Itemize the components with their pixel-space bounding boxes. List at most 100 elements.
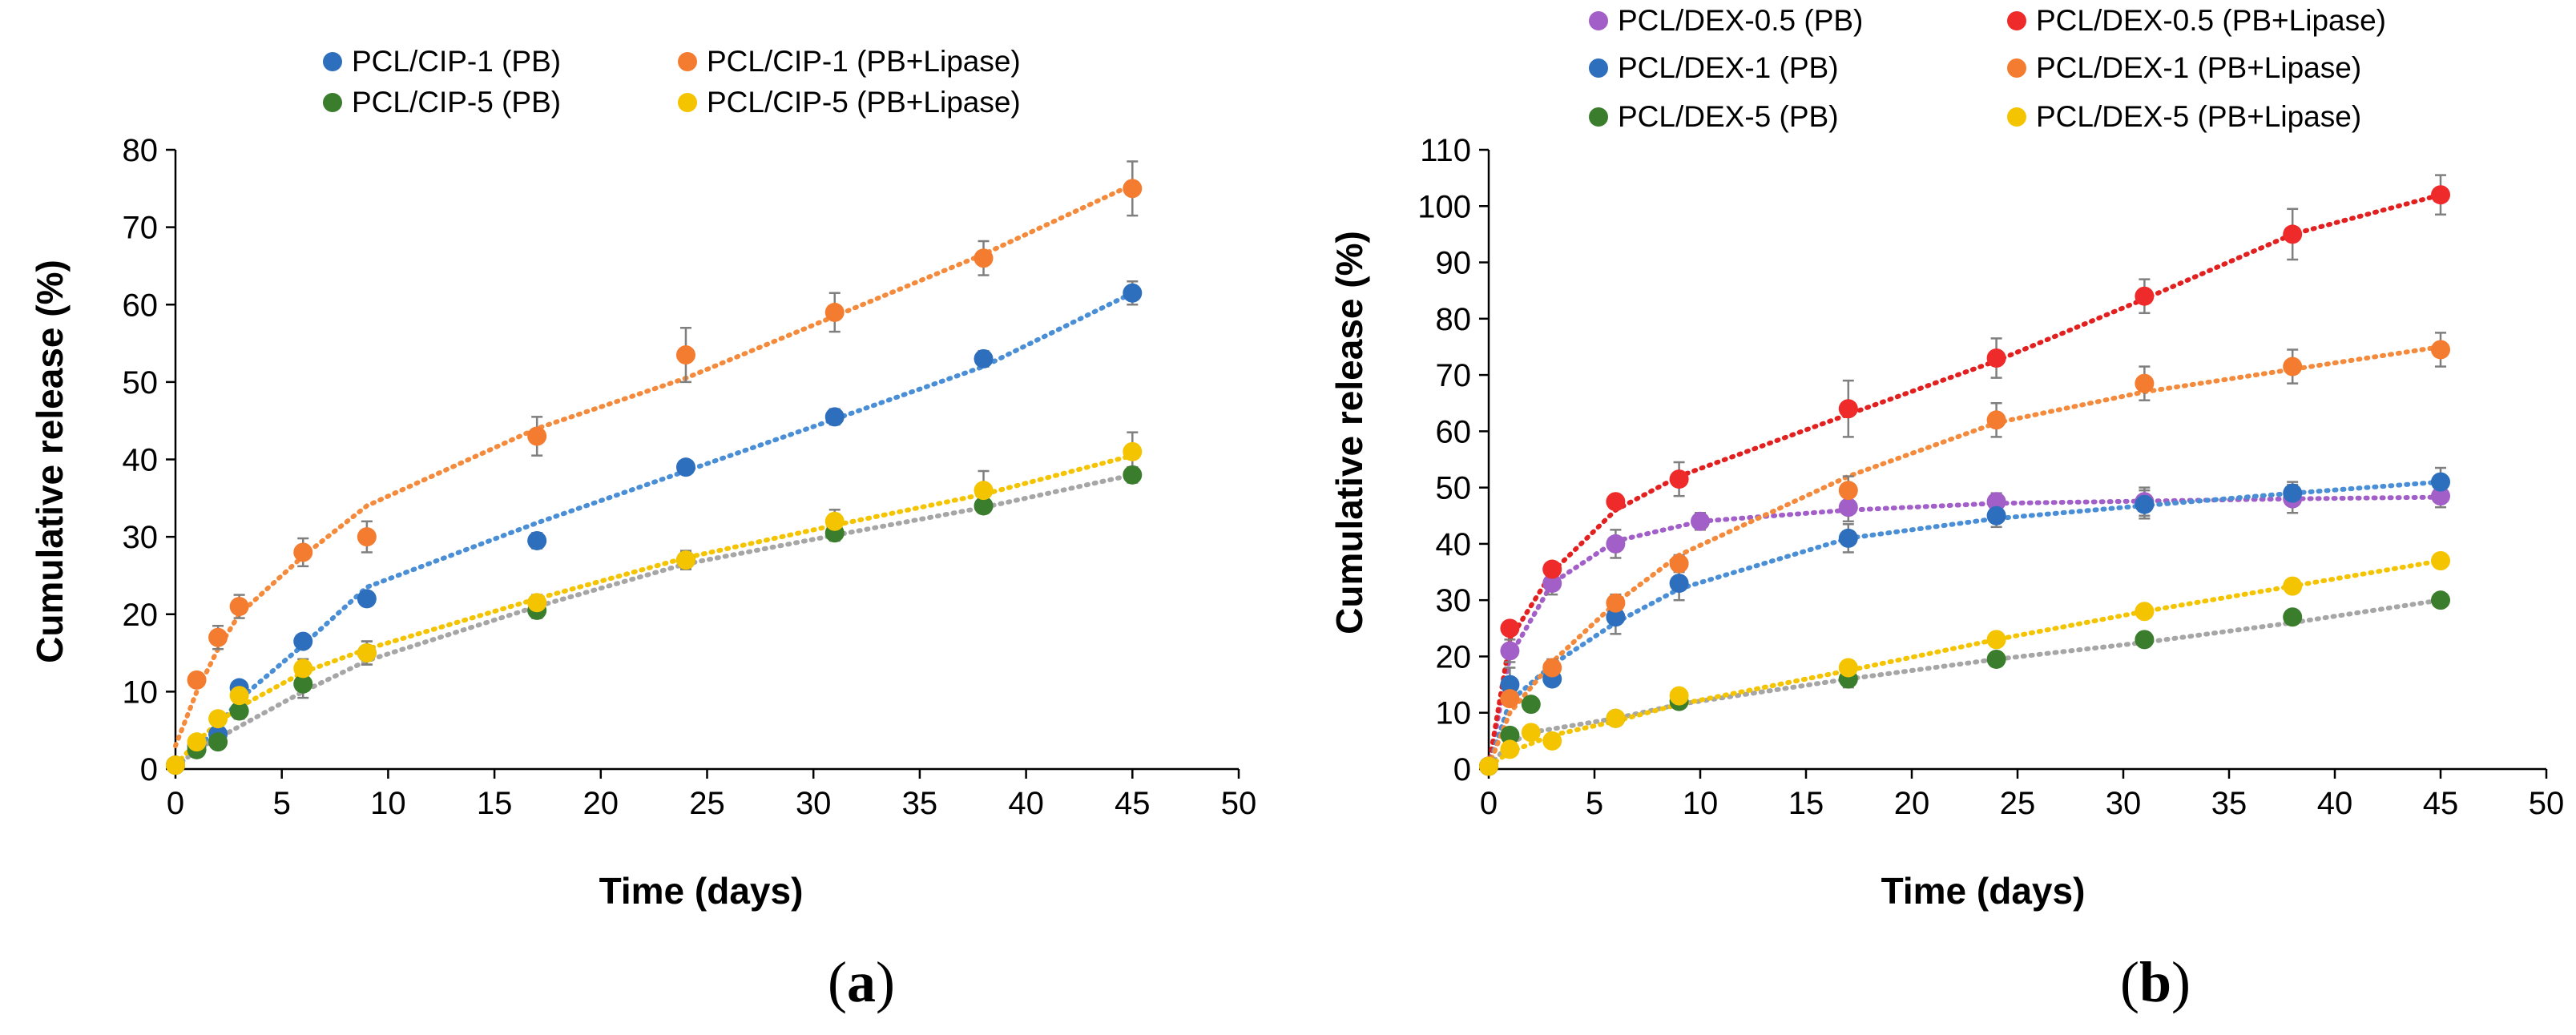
x-tick-label: 45 <box>2423 786 2459 821</box>
legend-label: PCL/CIP-5 (PB+Lipase) <box>707 86 1021 119</box>
data-point-b-0 <box>1691 511 1710 531</box>
y-tick-label: 100 <box>1417 189 1471 224</box>
data-point-b-2 <box>1669 574 1689 594</box>
data-point-b-5 <box>2135 602 2155 622</box>
data-point-b-2 <box>1500 675 1520 695</box>
panel-label-close-b: ) <box>2171 950 2191 1014</box>
legend-item: PCL/DEX-5 (PB+Lipase) <box>2007 100 2361 133</box>
panel-label-b: (b) <box>2120 950 2191 1014</box>
data-point-a-2 <box>229 701 249 721</box>
y-axis-title-b: Cumulative release (%) <box>1328 231 1370 634</box>
x-tick-label: 15 <box>477 786 513 821</box>
data-point-b-1 <box>1500 618 1520 638</box>
data-point-b-5 <box>1542 731 1562 751</box>
x-tick-label: 40 <box>2317 786 2353 821</box>
panel-label-close-a: ) <box>876 950 895 1014</box>
data-point-a-3 <box>675 550 695 570</box>
data-point-b-1 <box>1606 492 1626 512</box>
chart-panel-b: PCL/DEX-0.5 (PB) PCL/DEX-0.5 (PB+Lipase) P… <box>1328 4 2564 1014</box>
data-point-b-1 <box>1669 469 1689 489</box>
data-point-b-4 <box>2135 630 2155 650</box>
legend-marker <box>1589 11 1608 30</box>
legend-label: PCL/DEX-0.5 (PB+Lipase) <box>2036 4 2386 37</box>
data-point-a-1 <box>675 345 695 365</box>
legend-item: PCL/CIP-5 (PB+Lipase) <box>678 86 1021 119</box>
data-point-a-2 <box>974 496 994 516</box>
y-tick-label: 60 <box>123 288 159 323</box>
panel-label-open-a: ( <box>828 950 847 1014</box>
legend-label: PCL/DEX-5 (PB+Lipase) <box>2036 100 2361 133</box>
x-tick-label: 25 <box>689 786 725 821</box>
legend-item: PCL/DEX-1 (PB+Lipase) <box>2007 51 2361 84</box>
y-axis-title-a: Cumulative release (%) <box>29 260 71 663</box>
y-tick-label: 10 <box>123 675 159 710</box>
data-point-a-2 <box>293 674 313 694</box>
y-tick-label: 70 <box>123 211 159 246</box>
legend-marker <box>1589 58 1608 78</box>
legend-label: PCL/DEX-1 (PB+Lipase) <box>2036 51 2361 84</box>
data-point-a-3 <box>527 593 547 613</box>
x-tick-label: 35 <box>2211 786 2247 821</box>
trendline-a-2 <box>173 472 1135 771</box>
x-tick-label: 30 <box>2106 786 2142 821</box>
legend-marker <box>323 93 342 112</box>
y-tick-label: 90 <box>1436 246 1472 281</box>
data-point-b-3 <box>1500 689 1520 709</box>
legend-item: PCL/CIP-1 (PB) <box>323 45 561 78</box>
trendline-a-1 <box>173 182 1135 749</box>
y-tick-label: 20 <box>123 598 159 633</box>
data-point-a-0 <box>675 457 695 477</box>
plot-area-a: 0 5 10 15 20 25 30 35 40 45 50 0 10 20 30 40 50 60 70 80 <box>123 133 1257 821</box>
data-point-a-2 <box>208 732 228 752</box>
data-point-a-3 <box>229 686 249 706</box>
data-point-b-2 <box>1986 505 2006 526</box>
y-tick-label: 110 <box>1420 133 1471 168</box>
data-point-b-5 <box>1479 756 1498 776</box>
panel-label-letter-b: b <box>2139 950 2171 1014</box>
data-point-b-1 <box>2431 185 2450 205</box>
data-point-b-4 <box>2283 607 2303 627</box>
data-point-b-0 <box>1986 492 2006 512</box>
data-point-a-1 <box>974 248 994 268</box>
data-point-a-3 <box>974 481 994 501</box>
chart-panel-a: PCL/CIP-1 (PB) PCL/CIP-1 (PB+Lipase) PCL/C… <box>29 45 1256 1014</box>
x-axis-title-a: Time (days) <box>599 870 804 912</box>
data-point-b-0 <box>2431 486 2450 506</box>
legend-marker <box>323 52 342 71</box>
data-point-b-4 <box>1986 649 2006 669</box>
data-point-a-1 <box>527 426 547 446</box>
legend-label: PCL/DEX-0.5 (PB) <box>1618 4 1863 37</box>
data-point-b-4 <box>1521 695 1541 715</box>
data-point-b-5 <box>2431 550 2450 570</box>
x-tick-label: 10 <box>1683 786 1719 821</box>
data-point-a-3 <box>824 511 845 531</box>
data-point-b-3 <box>1542 658 1562 678</box>
trendline-b-3 <box>1486 344 2443 769</box>
data-point-b-3 <box>1838 481 1858 501</box>
data-point-b-1 <box>2283 224 2303 244</box>
panel-label-a: (a) <box>828 950 895 1014</box>
x-tick-label: 0 <box>1480 786 1498 821</box>
legend-marker <box>2007 11 2026 30</box>
y-tick-label: 60 <box>1436 414 1472 449</box>
data-point-b-2 <box>1606 607 1626 627</box>
data-point-a-2 <box>1123 465 1143 485</box>
data-point-a-3 <box>166 755 185 775</box>
x-tick-label: 50 <box>2529 786 2565 821</box>
legend-label: PCL/CIP-1 (PB) <box>352 45 561 78</box>
data-point-b-1 <box>2135 286 2155 306</box>
y-tick-label: 80 <box>123 133 159 168</box>
data-point-b-5 <box>1669 686 1689 706</box>
y-tick-label: 40 <box>123 443 159 478</box>
data-point-b-1 <box>1838 399 1858 419</box>
legend-item: PCL/CIP-5 (PB) <box>323 86 561 119</box>
data-point-b-3 <box>1606 593 1626 613</box>
data-point-a-3 <box>293 658 313 679</box>
data-point-b-0 <box>1606 534 1626 554</box>
data-point-b-2 <box>2283 483 2303 503</box>
x-tick-label: 30 <box>796 786 832 821</box>
legend-item: PCL/DEX-0.5 (PB) <box>1589 4 1863 37</box>
data-point-a-1 <box>293 542 313 562</box>
x-tick-label: 15 <box>1788 786 1824 821</box>
